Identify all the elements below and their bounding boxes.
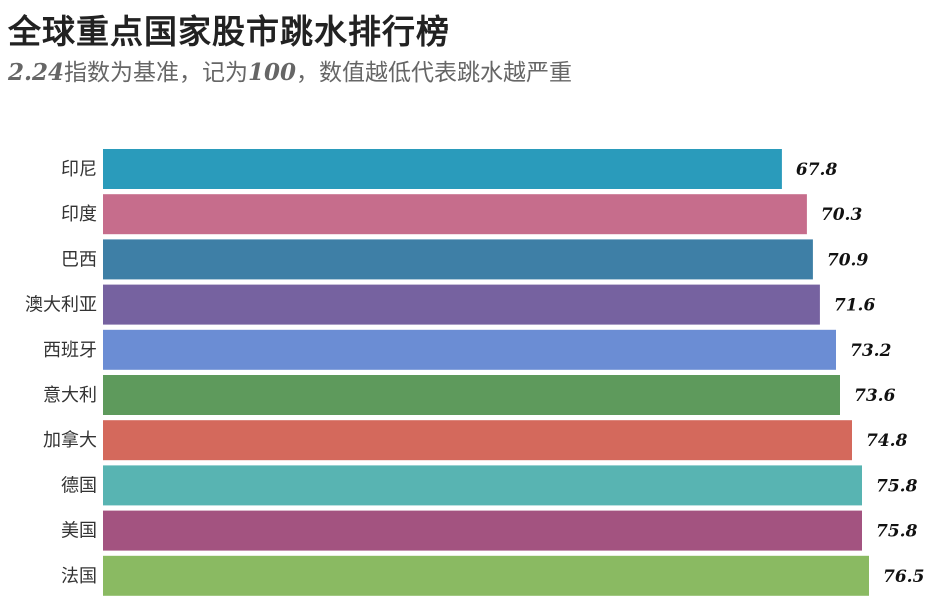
category-label-5: 意大利	[43, 385, 97, 406]
value-label-9: 76.5	[883, 567, 924, 587]
bar-7	[103, 465, 862, 506]
bar-8	[103, 510, 862, 551]
bar-5	[103, 375, 840, 415]
bars-group	[103, 149, 869, 596]
category-label-0: 印尼	[61, 159, 97, 180]
value-label-5: 73.6	[854, 386, 896, 406]
value-label-0: 67.8	[796, 160, 838, 180]
chart-subtitle: 2.24指数为基准，记为100，数值越低代表跳水越严重	[8, 58, 572, 88]
category-label-1: 印度	[61, 204, 97, 225]
value-label-8: 75.8	[876, 522, 918, 542]
bar-2	[103, 239, 813, 280]
subtitle-text-2: ，数值越低代表跳水越严重	[296, 60, 573, 86]
bar-4	[103, 329, 836, 370]
category-label-3: 澳大利亚	[25, 295, 97, 316]
subtitle-base-value: 100	[248, 59, 297, 86]
category-label-6: 加拿大	[43, 429, 97, 451]
value-label-2: 70.9	[827, 250, 869, 270]
bar-1	[103, 194, 807, 235]
bar-0	[103, 149, 782, 189]
category-label-8: 美国	[61, 521, 97, 542]
value-label-4: 73.2	[850, 341, 892, 361]
value-label-3: 71.6	[834, 296, 876, 316]
value-label-7: 75.8	[876, 476, 918, 496]
bar-6	[103, 420, 852, 461]
category-label-2: 巴西	[61, 249, 97, 270]
bar-3	[103, 284, 820, 325]
subtitle-base-date: 2.24	[8, 59, 65, 86]
value-label-6: 74.8	[866, 431, 908, 451]
category-label-4: 西班牙	[43, 340, 97, 361]
value-label-1: 70.3	[821, 205, 863, 225]
category-label-9: 法国	[61, 566, 97, 587]
subtitle-text-1: 指数为基准，记为	[64, 60, 249, 86]
chart-title: 全球重点国家股市跳水排行榜	[8, 12, 450, 51]
category-label-7: 德国	[61, 475, 97, 496]
value-labels-group: 67.8 70.3 70.9 71.6 73.2 73.6 74.8 75.8 75.8 76.5	[796, 160, 925, 587]
bar-9	[103, 555, 869, 596]
